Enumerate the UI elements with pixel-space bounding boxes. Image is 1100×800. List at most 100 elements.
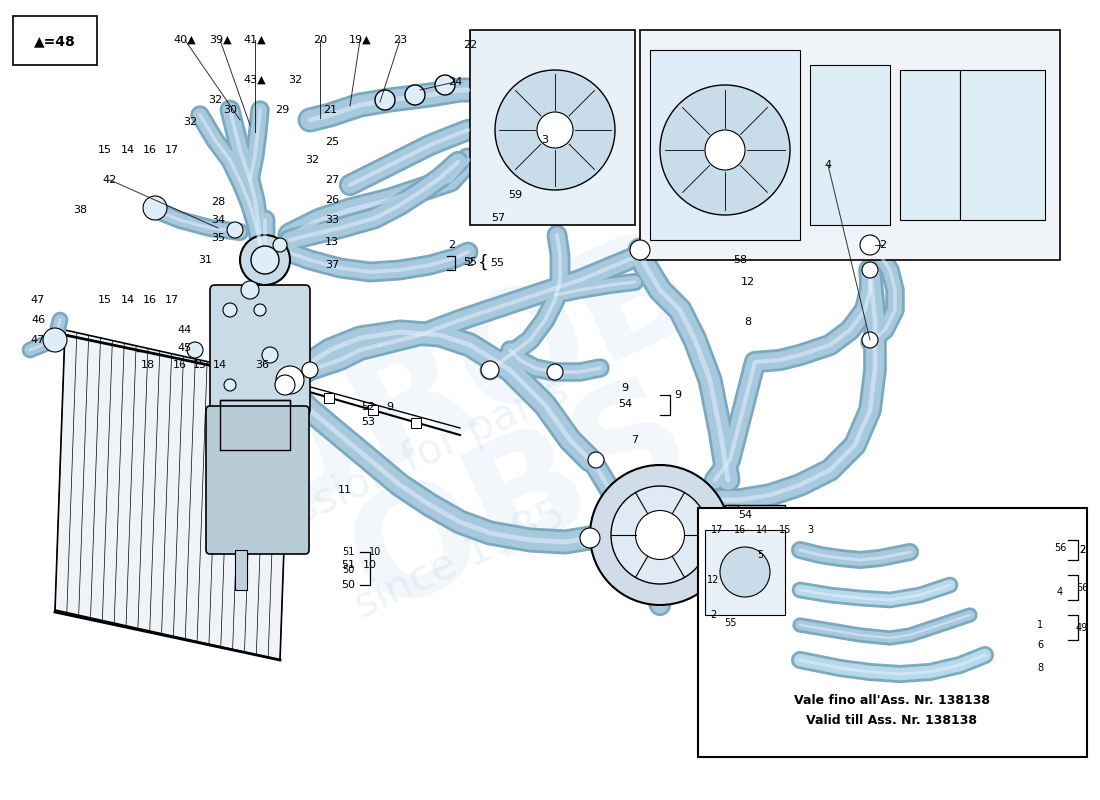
Text: 50: 50 (341, 580, 355, 590)
Text: 11: 11 (338, 485, 352, 495)
Bar (960, 70, 1045, 220)
Text: 51: 51 (342, 547, 355, 557)
Text: 59: 59 (508, 190, 522, 200)
Text: 4: 4 (824, 160, 832, 170)
Text: 40▲: 40▲ (174, 35, 196, 45)
Text: 25: 25 (324, 137, 339, 147)
Text: 37: 37 (324, 260, 339, 270)
Bar (640, 30, 1060, 260)
Text: 21: 21 (323, 105, 337, 115)
Bar (220, 400, 290, 450)
Text: 15: 15 (192, 360, 207, 370)
Circle shape (251, 246, 279, 274)
Text: 8: 8 (745, 317, 751, 327)
Text: 17: 17 (165, 145, 179, 155)
Circle shape (302, 362, 318, 378)
Circle shape (223, 303, 236, 317)
Text: 32: 32 (208, 95, 222, 105)
Bar (367, 405, 377, 415)
Text: 2: 2 (1079, 545, 1085, 555)
Circle shape (143, 196, 167, 220)
Circle shape (547, 364, 563, 380)
Text: 10: 10 (363, 560, 377, 570)
Text: 41▲: 41▲ (244, 35, 266, 45)
Circle shape (273, 238, 287, 252)
Text: 53: 53 (361, 417, 375, 427)
Text: 9: 9 (621, 383, 628, 393)
Circle shape (224, 379, 236, 391)
Circle shape (862, 262, 878, 278)
Text: 9: 9 (386, 402, 394, 412)
Circle shape (375, 90, 395, 110)
Text: 14: 14 (121, 295, 135, 305)
Circle shape (240, 235, 290, 285)
Text: 2: 2 (466, 258, 474, 268)
Text: 34: 34 (211, 215, 226, 225)
Text: 20: 20 (312, 35, 327, 45)
Text: 16: 16 (734, 525, 746, 535)
Circle shape (481, 361, 499, 379)
Circle shape (187, 342, 204, 358)
Circle shape (580, 528, 600, 548)
Text: 46: 46 (31, 315, 45, 325)
Bar (323, 393, 333, 402)
Text: 31: 31 (198, 255, 212, 265)
Text: 28: 28 (211, 197, 226, 207)
Text: 30: 30 (223, 105, 236, 115)
Text: 16: 16 (143, 295, 157, 305)
Circle shape (227, 222, 243, 238)
Circle shape (262, 347, 278, 363)
Bar (810, 65, 890, 225)
Text: 49: 49 (1076, 623, 1088, 633)
Text: 4: 4 (1057, 587, 1063, 597)
Text: 32: 32 (288, 75, 302, 85)
Text: 15: 15 (98, 145, 112, 155)
Text: 44: 44 (178, 325, 192, 335)
Text: 55: 55 (724, 618, 736, 628)
Circle shape (405, 85, 425, 105)
Text: 10: 10 (368, 547, 381, 557)
Text: 42: 42 (103, 175, 117, 185)
Text: 7: 7 (631, 435, 639, 445)
Text: 54: 54 (618, 399, 632, 409)
Text: 36: 36 (255, 360, 270, 370)
Circle shape (43, 328, 67, 352)
Text: OBS: OBS (327, 357, 713, 643)
Text: 14: 14 (213, 360, 227, 370)
Text: 50: 50 (342, 565, 355, 575)
Text: 2: 2 (879, 240, 887, 250)
Circle shape (495, 70, 615, 190)
Text: 16: 16 (143, 145, 157, 155)
Text: 33: 33 (324, 215, 339, 225)
Text: 17: 17 (711, 525, 723, 535)
Text: 15: 15 (779, 525, 791, 535)
FancyBboxPatch shape (698, 508, 1087, 757)
FancyBboxPatch shape (13, 16, 97, 65)
Text: 55: 55 (463, 257, 477, 267)
Text: 58: 58 (733, 255, 747, 265)
Bar (705, 530, 785, 615)
Text: 56: 56 (1054, 543, 1066, 553)
Circle shape (254, 304, 266, 316)
Circle shape (537, 112, 573, 148)
Polygon shape (55, 330, 290, 660)
Text: 2: 2 (710, 610, 716, 620)
Circle shape (241, 281, 258, 299)
Circle shape (660, 85, 790, 215)
Circle shape (276, 366, 304, 394)
Circle shape (275, 375, 295, 395)
Text: 14: 14 (756, 525, 768, 535)
Text: Vale fino all'Ass. Nr. 138138: Vale fino all'Ass. Nr. 138138 (794, 694, 990, 706)
Bar (470, 30, 635, 225)
Text: 17: 17 (165, 295, 179, 305)
Text: 27: 27 (324, 175, 339, 185)
Text: 1: 1 (1037, 620, 1043, 630)
Circle shape (610, 486, 710, 584)
Text: EUROB: EUROB (120, 207, 719, 593)
Text: 47: 47 (31, 335, 45, 345)
Text: 13: 13 (324, 237, 339, 247)
Text: 35: 35 (211, 233, 226, 243)
Text: 2: 2 (449, 240, 455, 250)
Bar (650, 50, 800, 240)
Text: 47: 47 (31, 295, 45, 305)
